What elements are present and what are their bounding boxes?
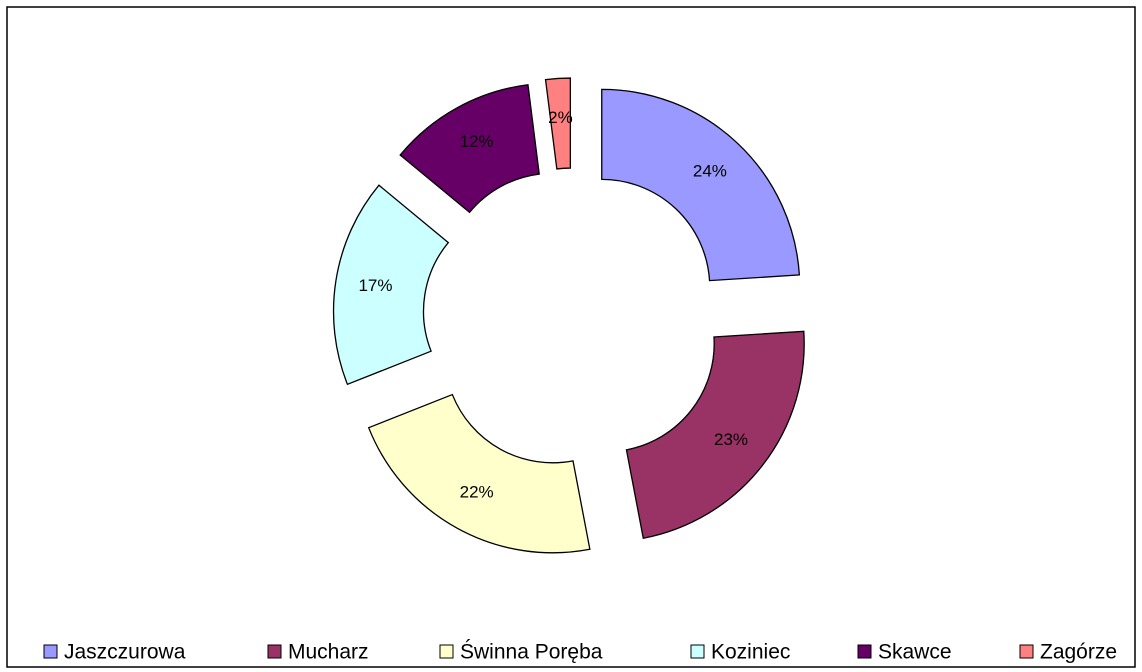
legend-swatch — [1019, 644, 1034, 659]
donut-segment — [399, 84, 540, 214]
legend-label: Zagórze — [1040, 641, 1117, 664]
legend-swatch — [857, 644, 872, 659]
donut-segment — [544, 77, 572, 170]
data-label: 23% — [714, 430, 748, 449]
legend-swatch — [43, 644, 58, 659]
legend-label: Skawce — [878, 641, 952, 664]
data-label: 17% — [358, 276, 392, 295]
data-label: 24% — [693, 162, 727, 181]
donut-segment — [601, 88, 801, 282]
data-label: 2% — [548, 108, 573, 127]
legend-swatch — [439, 644, 454, 659]
legend-label: Jaszczurowa — [64, 641, 186, 664]
donut-segment — [625, 330, 805, 539]
legend-label: Mucharz — [288, 641, 369, 664]
donut-segment — [367, 393, 591, 554]
legend-label: Koziniec — [711, 641, 790, 664]
legend-label: Świnna Poręba — [460, 640, 603, 664]
legend-swatch — [690, 644, 705, 659]
data-label: 12% — [460, 132, 494, 151]
data-label: 22% — [460, 483, 494, 502]
donut-segment — [332, 184, 450, 386]
legend-swatch — [267, 644, 282, 659]
